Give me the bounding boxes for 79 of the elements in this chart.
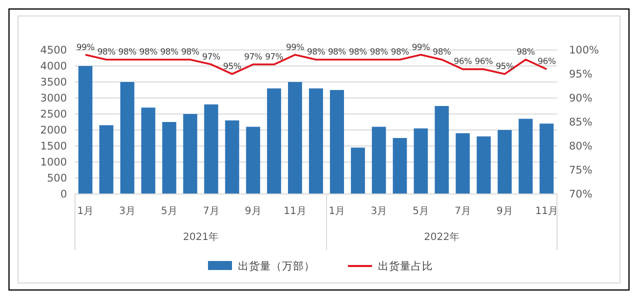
data-label: 98% <box>328 48 346 58</box>
x-tick-label: 11月 <box>284 206 306 217</box>
text: 2022年 <box>424 231 460 243</box>
bar <box>141 108 156 194</box>
x-tick-label: 1月 <box>328 206 346 217</box>
x-tick-label: 1月 <box>77 206 94 217</box>
y-tick-label: 4500 <box>40 44 67 57</box>
x-tick-label: 5月 <box>412 206 430 217</box>
data-label: 99% <box>76 42 95 53</box>
data-label: 97% <box>265 52 284 62</box>
bar <box>162 122 176 194</box>
data-label: 98% <box>516 48 535 58</box>
x-tick-label: 11月 <box>535 206 558 217</box>
bar <box>78 66 92 194</box>
x-tick-label: 7月 <box>202 206 220 217</box>
y2-tick-label: 100% <box>569 44 600 57</box>
data-label: 96% <box>538 57 556 68</box>
y2-tick-label: 80% <box>569 140 592 153</box>
y2-tick-label: 90% <box>569 92 592 105</box>
bar <box>476 136 491 194</box>
legend-label: 出货量（万部） <box>238 260 315 273</box>
bar <box>434 106 449 194</box>
y-tick-label: 1500 <box>40 140 67 153</box>
bar <box>518 118 533 194</box>
x-tick-label: 9月 <box>244 206 262 217</box>
data-label: 98% <box>97 48 116 58</box>
y-tick-label: 2500 <box>40 108 67 121</box>
bar <box>414 128 428 194</box>
bar <box>498 130 512 194</box>
y2-tick-label: 70% <box>569 188 592 201</box>
x-tick-label: 9月 <box>496 206 513 217</box>
data-label: 98% <box>160 48 178 58</box>
data-label: 98% <box>118 48 137 58</box>
data-label: 98% <box>370 48 388 58</box>
bar <box>308 88 324 194</box>
bar <box>267 88 282 194</box>
data-label: 97% <box>244 52 262 62</box>
bar <box>372 126 386 194</box>
bar <box>330 90 344 194</box>
y-tick-label: 2000 <box>40 124 67 137</box>
data-label: 95% <box>223 62 242 72</box>
y-tick-label: 4000 <box>40 60 67 73</box>
data-label: 96% <box>454 57 472 68</box>
y2-tick-label: 95% <box>569 68 592 81</box>
data-label: 98% <box>432 48 452 58</box>
y-tick-label: 3500 <box>40 76 67 89</box>
bar <box>204 104 218 194</box>
data-label: 98% <box>307 48 326 58</box>
legend-label: 出货量占比 <box>378 260 433 273</box>
text: 2021年 <box>183 231 218 243</box>
bar <box>120 82 134 194</box>
bar <box>392 138 407 194</box>
data-label: 97% <box>202 52 220 62</box>
bar <box>183 114 198 194</box>
x-tick-label: 3月 <box>370 206 388 217</box>
data-label: 98% <box>390 48 410 58</box>
x-tick-label: 5月 <box>161 206 178 217</box>
data-label: 99% <box>412 42 430 53</box>
data-label: 99% <box>286 42 304 53</box>
data-label: 95% <box>496 62 514 72</box>
bar <box>288 82 302 194</box>
data-label: 96% <box>474 57 493 68</box>
bar <box>225 120 240 194</box>
y-tick-label: 1000 <box>40 156 67 169</box>
x-tick-label: 7月 <box>454 206 471 217</box>
bar <box>540 124 554 194</box>
y-tick-label: 500 <box>46 172 67 185</box>
bar <box>246 126 260 194</box>
data-label: 98% <box>181 48 200 58</box>
x-tick-label: 3月 <box>119 206 136 217</box>
bar <box>456 133 470 194</box>
y2-tick-label: 75% <box>569 164 592 177</box>
bar <box>350 148 365 194</box>
y-tick-label: 3000 <box>40 92 67 105</box>
data-label: 98% <box>348 48 368 58</box>
bar <box>99 125 114 194</box>
y2-tick-label: 85% <box>569 116 592 129</box>
y-tick-label: 0 <box>60 188 67 201</box>
data-label: 98% <box>139 48 158 58</box>
